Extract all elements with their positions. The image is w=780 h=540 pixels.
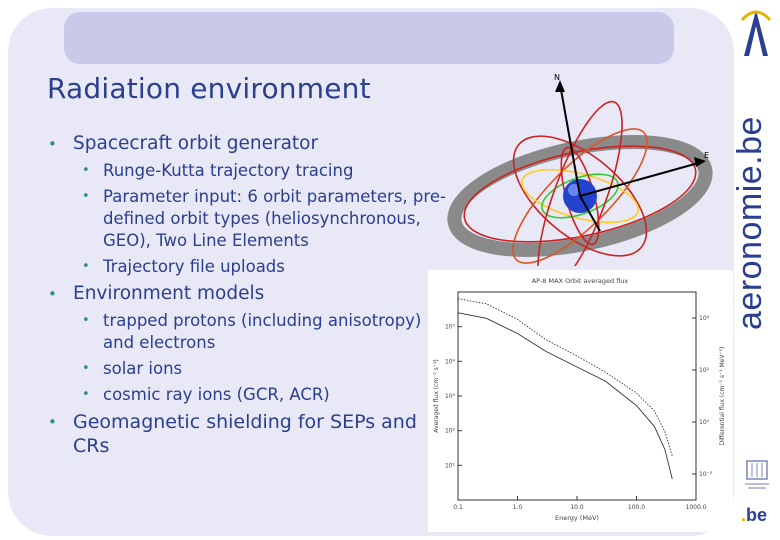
aeronomie-logo-icon <box>740 10 772 56</box>
axis-label-north: N <box>554 73 560 82</box>
y-tick-label-left: 10⁴ <box>445 358 456 365</box>
y-ticks-right: 10⁻² 10⁰ 10² 10⁴ <box>692 315 713 478</box>
y-axis-label-right: Differential flux (cm⁻² s⁻¹ MeV⁻¹) <box>719 347 726 446</box>
chart-series <box>457 298 673 480</box>
orbit-plane-ring <box>447 135 713 257</box>
bullet-orbit-generator: • Spacecraft orbit generator <box>46 132 446 156</box>
sub-bullet-dot: • <box>82 189 90 204</box>
x-tick-label: 0.1 <box>453 504 463 511</box>
axis-north-arrow <box>555 80 565 92</box>
axis-label-east: E <box>704 151 709 160</box>
slide-title: Radiation environment <box>47 72 371 105</box>
bullet-geomagnetic-shielding: • Geomagnetic shielding for SEPs and CRs <box>46 410 446 458</box>
sub-bullet-dot: • <box>82 387 90 402</box>
y-tick-label-right: 10⁻² <box>699 471 713 478</box>
sub-bullet-text: cosmic ray ions (GCR, ACR) <box>103 385 330 404</box>
x-tick-label: 1000.0 <box>686 504 707 511</box>
axis-east-arrow <box>694 157 706 167</box>
y-tick-label-right: 10⁴ <box>699 315 710 322</box>
flux-chart: AP-8 MAX Orbit averaged flux 0.1 1.0 10.0 1… <box>428 270 733 532</box>
y-tick-label-left: 10¹ <box>445 462 456 469</box>
x-tick-label: 10.0 <box>570 504 584 511</box>
orbit-trace <box>463 145 697 243</box>
bullet-text: Geomagnetic shielding for SEPs and CRs <box>73 411 417 457</box>
orbit-trace <box>512 128 648 264</box>
x-tick-label: 1.0 <box>513 504 523 511</box>
bullet-environment-models: • Environment models <box>46 282 446 306</box>
axis-north <box>559 83 581 197</box>
bullet-text: Environment models <box>73 283 265 304</box>
orbit-trace <box>512 135 648 257</box>
sub-bullet-text: Runge-Kutta trajectory tracing <box>103 161 354 180</box>
earth-highlight <box>568 184 580 196</box>
y-tick-label-right: 10⁰ <box>699 419 710 426</box>
x-ticks: 0.1 1.0 10.0 100.0 1000.0 <box>453 496 707 511</box>
sub-bullet: • Runge-Kutta trajectory tracing <box>46 160 446 182</box>
orbit-traces <box>463 100 697 266</box>
orbit-trace <box>520 168 640 224</box>
sub-bullet-text: solar ions <box>103 359 183 378</box>
axes <box>559 83 703 232</box>
bullet-dot: • <box>48 285 57 303</box>
orbit-figure: N E <box>447 73 713 266</box>
orbit-trace <box>537 100 623 266</box>
y-tick-label-left: 10⁵ <box>445 324 456 331</box>
bullet-dot: • <box>48 413 57 431</box>
brand-vertical-text: aeronomie.be <box>731 116 769 330</box>
sub-bullet-list: • Runge-Kutta trajectory tracing • Paramet… <box>46 160 446 278</box>
y-axis-label-left: Averaged flux (cm⁻² s⁻¹) <box>433 359 440 432</box>
sub-bullet: • trapped protons (including anisotropy) … <box>46 310 446 354</box>
sub-bullet: • solar ions <box>46 358 446 380</box>
x-tick-label: 100.0 <box>628 504 645 511</box>
y-tick-label-right: 10² <box>699 367 710 374</box>
be-logo-dot: . <box>741 505 747 525</box>
bullet-text: Spacecraft orbit generator <box>73 133 319 154</box>
chart-title: AP-8 MAX Orbit averaged flux <box>532 277 629 285</box>
axis-east <box>579 161 703 197</box>
bullet-list: • Spacecraft orbit generator • Runge-Kutt… <box>46 132 446 462</box>
chart-background <box>428 270 733 532</box>
sub-bullet-dot: • <box>82 259 90 274</box>
institute-emblem-icon <box>745 460 769 489</box>
y-ticks-left: 10¹ 10² 10³ 10⁴ 10⁵ <box>445 324 462 469</box>
sub-bullet-dot: • <box>82 361 90 376</box>
x-axis-label: Energy (MeV) <box>555 514 599 522</box>
sub-bullet-text: trapped protons (including anisotropy) a… <box>103 311 422 352</box>
orbit-trace <box>541 173 619 219</box>
series-line-dotted <box>457 298 673 457</box>
sub-bullet-dot: • <box>82 163 90 178</box>
y-tick-label-left: 10³ <box>445 393 456 400</box>
sub-bullet-text: Trajectory file uploads <box>103 257 285 276</box>
axis-third <box>579 195 601 232</box>
sub-bullet-text: Parameter input: 6 orbit parameters, pre… <box>103 187 446 250</box>
be-logo-text: be <box>746 505 768 525</box>
be-logo: .be <box>741 505 767 526</box>
sub-bullet: • Parameter input: 6 orbit parameters, pr… <box>46 186 446 252</box>
sub-bullet-dot: • <box>82 313 90 328</box>
sub-bullet: • Trajectory file uploads <box>46 256 446 278</box>
series-line-solid <box>457 312 673 480</box>
sub-bullet-list: • trapped protons (including anisotropy) … <box>46 310 446 406</box>
sub-bullet: • cosmic ray ions (GCR, ACR) <box>46 384 446 406</box>
title-band <box>64 12 674 64</box>
y-tick-label-left: 10² <box>445 428 456 435</box>
bullet-dot: • <box>48 135 57 153</box>
